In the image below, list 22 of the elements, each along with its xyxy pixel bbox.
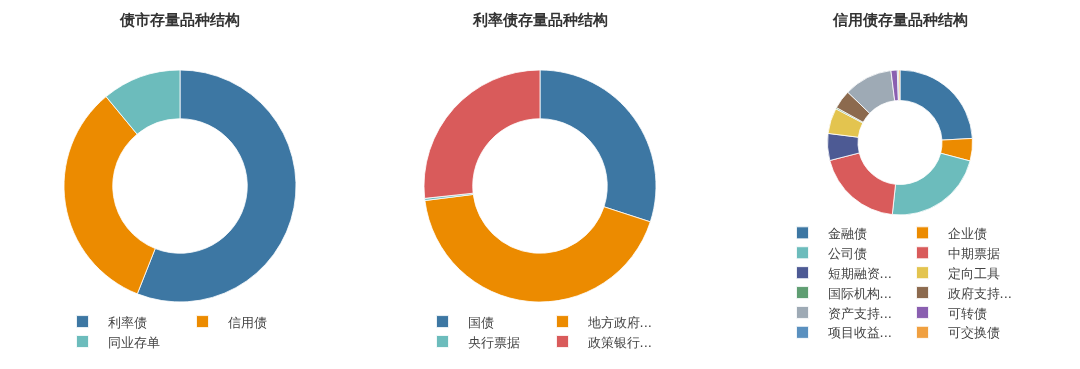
legend-label: 政府支持...	[947, 285, 1012, 301]
legend-label: 项目收益...	[827, 325, 892, 341]
legend-label: 定向工具	[947, 265, 1000, 281]
legend-label: 央行票据	[467, 334, 520, 350]
legend-label: 中期票据	[947, 245, 1000, 261]
legend-label: 信用债	[227, 314, 267, 330]
chart-title: 信用债存量品种结构	[831, 11, 968, 30]
legend-label: 利率债	[107, 314, 147, 330]
legend-label: 地方政府...	[586, 314, 652, 330]
legend-label: 资产支持...	[827, 305, 892, 321]
legend-label: 国际机构...	[827, 285, 892, 301]
legend-label: 同业存单	[107, 334, 160, 350]
legend-label: 企业债	[947, 225, 987, 241]
legend-label: 金融债	[827, 225, 867, 241]
chart-title: 债市存量品种结构	[119, 11, 240, 30]
chart-title: 利率债存量品种结构	[471, 11, 608, 30]
legend-label: 可转债	[947, 305, 987, 321]
legend-label: 公司债	[827, 245, 867, 261]
legend-label: 可交换债	[947, 325, 1000, 341]
legend-label: 政策银行...	[587, 334, 652, 350]
legend-label: 国债	[467, 314, 494, 330]
legend-label: 短期融资...	[827, 265, 892, 281]
